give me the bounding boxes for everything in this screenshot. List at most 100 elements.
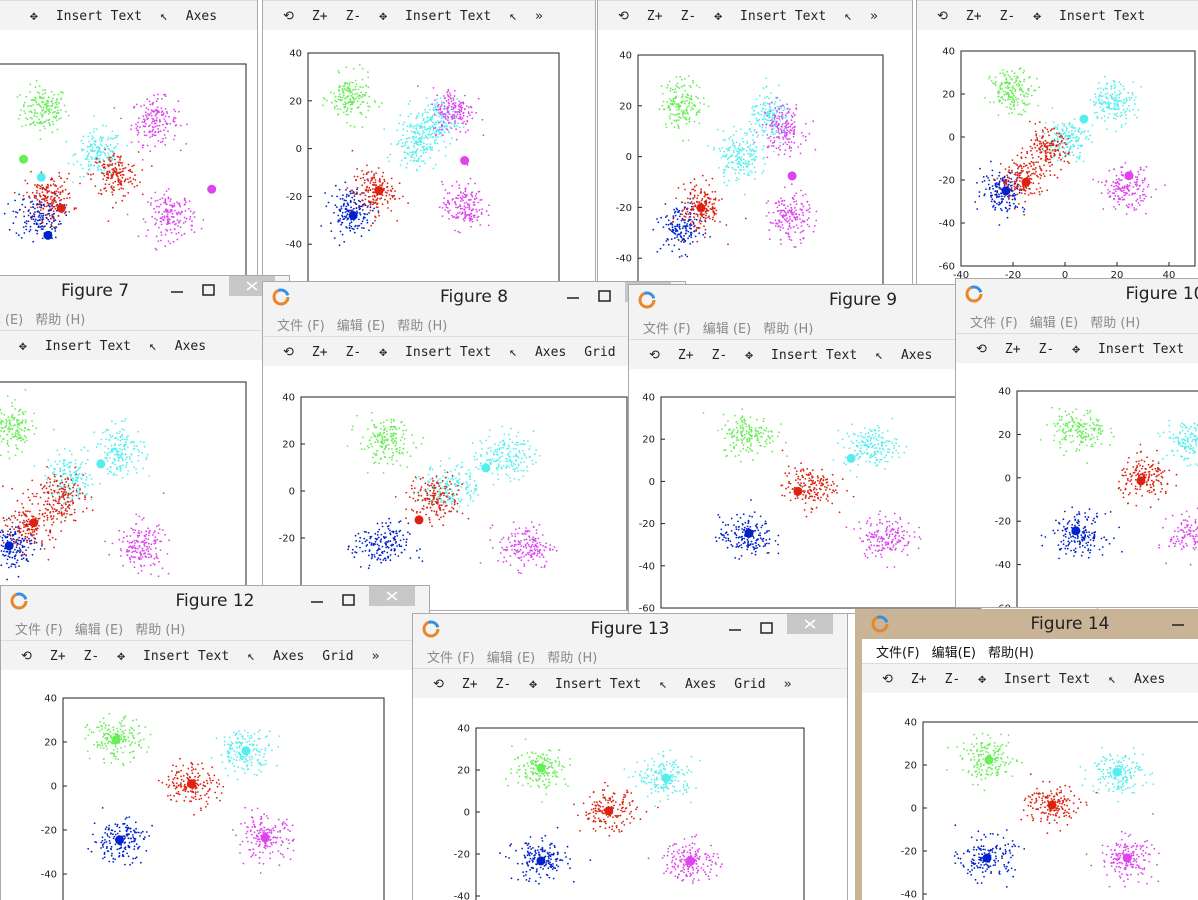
point — [1120, 166, 1122, 169]
point — [458, 184, 461, 187]
point — [1035, 134, 1038, 137]
point — [94, 149, 97, 152]
x-tick-label: -40 — [953, 270, 969, 281]
point — [699, 213, 702, 216]
point-cloud — [87, 148, 153, 223]
toolbar-item[interactable]: Z+ — [965, 8, 982, 24]
point — [688, 105, 691, 107]
point — [1139, 194, 1141, 197]
toolbar-item[interactable]: Insert Text — [55, 8, 142, 24]
point — [459, 196, 462, 199]
point — [365, 91, 367, 94]
point — [681, 113, 684, 116]
point — [1068, 162, 1070, 165]
toolbar-item[interactable]: ↖ — [148, 338, 157, 354]
point — [689, 242, 692, 245]
point — [356, 212, 359, 214]
toolbar-item[interactable]: ✥ — [19, 338, 27, 354]
point — [999, 88, 1002, 91]
point — [1047, 151, 1049, 154]
point — [735, 159, 737, 162]
toolbar-item[interactable]: Z- — [999, 8, 1016, 24]
toolbar-item[interactable]: ✥ — [379, 8, 388, 24]
point — [165, 190, 168, 193]
point — [164, 209, 167, 212]
toolbar-item[interactable]: ✥ — [1033, 8, 1042, 24]
point — [345, 199, 347, 202]
menu-item[interactable]: 编辑 (E) — [0, 312, 24, 328]
toolbar-item[interactable]: Axes — [185, 8, 218, 24]
point — [25, 225, 27, 228]
point — [1139, 166, 1142, 169]
point — [773, 141, 775, 144]
toolbar-item[interactable]: Z+ — [311, 8, 328, 24]
toolbar-item[interactable]: ✥ — [714, 8, 723, 24]
point — [162, 112, 165, 115]
point — [1052, 121, 1055, 123]
point — [444, 203, 447, 206]
point — [111, 163, 114, 165]
toolbar-item[interactable]: ↖ — [844, 8, 852, 24]
point — [681, 201, 683, 204]
toolbar-item[interactable]: ⟲ — [283, 8, 294, 24]
toolbar-item[interactable]: » — [869, 8, 878, 24]
point — [434, 163, 437, 166]
point — [1056, 137, 1059, 140]
point — [1057, 135, 1059, 138]
point — [765, 202, 768, 204]
point — [738, 172, 740, 174]
toolbar-item[interactable]: » — [534, 8, 543, 24]
menu-item[interactable]: 帮助 (H) — [35, 312, 86, 328]
point — [1013, 207, 1016, 210]
toolbar-item[interactable]: ↖ — [509, 8, 517, 24]
point — [696, 213, 699, 216]
toolbar-item[interactable]: Z+ — [646, 8, 663, 24]
point — [760, 113, 763, 116]
toolbar-item[interactable]: ⟲ — [937, 8, 948, 24]
toolbar-item[interactable]: ✥ — [30, 8, 38, 24]
point — [1063, 125, 1065, 127]
point — [412, 127, 415, 129]
toolbar-item[interactable]: Insert Text — [1059, 8, 1146, 24]
point — [764, 129, 767, 132]
point — [182, 222, 185, 224]
toolbar-item[interactable]: Insert Text — [44, 338, 131, 354]
toolbar-item[interactable]: Z- — [345, 8, 362, 24]
point — [1020, 90, 1023, 92]
point — [48, 214, 51, 217]
point — [1041, 137, 1043, 139]
toolbar-item[interactable]: Axes — [174, 338, 207, 354]
point — [779, 99, 781, 102]
point-cloud — [383, 112, 447, 172]
toolbar-item[interactable]: Z- — [680, 8, 697, 24]
point — [1051, 128, 1053, 131]
toolbar-item[interactable]: Insert Text — [740, 8, 827, 24]
point — [488, 204, 490, 207]
point — [435, 138, 437, 141]
point — [793, 211, 796, 213]
point — [11, 435, 14, 438]
point — [156, 110, 159, 113]
point — [473, 216, 476, 219]
toolbar-item[interactable]: ↖ — [159, 8, 168, 24]
point-cloud — [400, 97, 465, 151]
point — [41, 191, 44, 194]
point — [35, 195, 38, 198]
point — [770, 119, 772, 122]
toolbar-item[interactable]: ⟲ — [618, 8, 629, 24]
point — [696, 197, 699, 200]
point — [164, 108, 167, 110]
point — [748, 128, 751, 131]
point — [673, 208, 675, 211]
point — [367, 109, 370, 112]
point — [14, 408, 16, 410]
point — [44, 127, 46, 130]
maximize-button[interactable] — [202, 284, 215, 296]
toolbar-item[interactable]: Insert Text — [405, 8, 492, 24]
point — [437, 129, 440, 132]
point — [137, 131, 140, 134]
point — [117, 134, 119, 137]
point — [457, 194, 459, 197]
point — [994, 81, 997, 83]
point — [998, 195, 1001, 198]
